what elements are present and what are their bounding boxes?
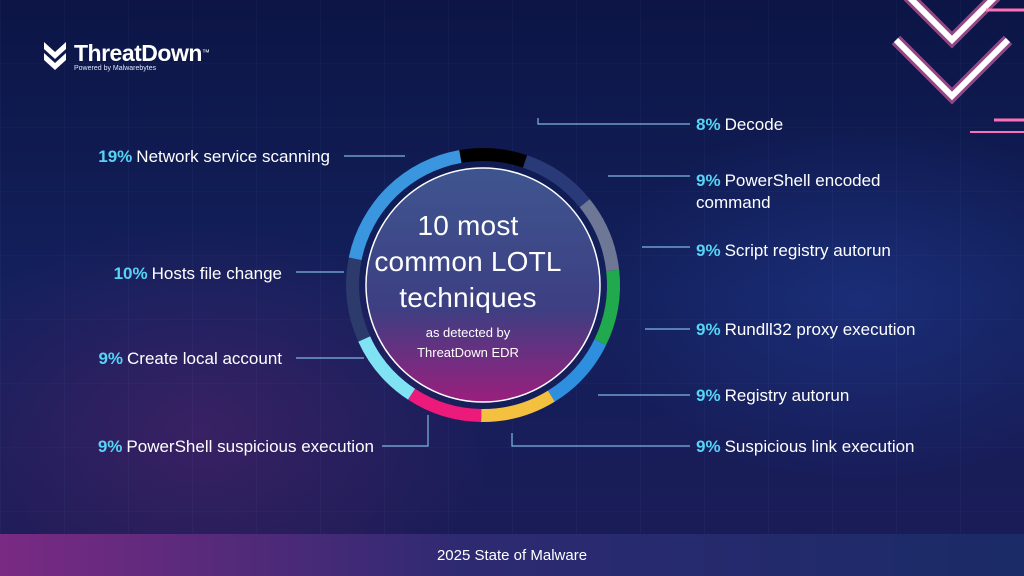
chevron-decoration-icon	[891, 0, 1024, 133]
slice-label-create-local-account: 9% Create local account	[98, 349, 282, 368]
donut-slice-powershell-encoded-command	[522, 155, 590, 208]
brand-logo: ThreatDown™ Powered by Malwarebytes	[42, 40, 210, 72]
donut-slice-rundll32-proxy-execution	[594, 269, 620, 346]
slice-label-suspicious-link: 9% Suspicious link execution	[696, 437, 915, 456]
slice-label-powershell-encoded: 9% PowerShell encoded command	[696, 171, 881, 212]
slice-label-hosts-file-change: 10% Hosts file change	[113, 264, 282, 283]
donut-chart	[296, 118, 690, 447]
brand-name: ThreatDown™	[74, 40, 210, 66]
donut-slice-powershell-suspicious-execution	[407, 388, 482, 422]
leader-line-5	[511, 433, 690, 447]
donut-slice-script-registry-autorun	[579, 199, 620, 272]
slice-label-script-registry-autorun: 9% Script registry autorun	[696, 241, 891, 260]
donut-slice-network-service-scanning	[348, 150, 462, 261]
donut-center	[365, 167, 601, 403]
chart-title: 10 most common LOTL techniques	[374, 210, 562, 313]
donut-slice-decode	[459, 148, 528, 168]
footer-bar: 2025 State of Malware	[0, 534, 1024, 576]
leader-line-6	[382, 415, 429, 447]
slice-label-network-service-scanning: 19% Network service scanning	[98, 147, 330, 166]
donut-slice-create-local-account	[358, 336, 416, 400]
chart-subtitle: as detected by ThreatDown EDR	[417, 325, 519, 360]
threatdown-logo-icon	[44, 42, 66, 70]
donut-slice-suspicious-link-execution	[481, 390, 555, 422]
footer-title: 2025 State of Malware	[436, 546, 588, 564]
donut-slice-hosts-file-change	[346, 257, 371, 342]
donut-slice-registry-autorun	[547, 339, 607, 402]
slice-label-decode: 8% Decode	[696, 115, 784, 134]
brand-tagline: Powered by Malwarebytes	[74, 65, 157, 72]
leader-line-0	[537, 118, 690, 125]
slice-label-rundll32: 9% Rundll32 proxy execution	[696, 320, 916, 339]
slice-label-registry-autorun: 9% Registry autorun	[696, 386, 850, 405]
slice-label-powershell-suspicious: 9% PowerShell suspicious execution	[97, 437, 374, 456]
